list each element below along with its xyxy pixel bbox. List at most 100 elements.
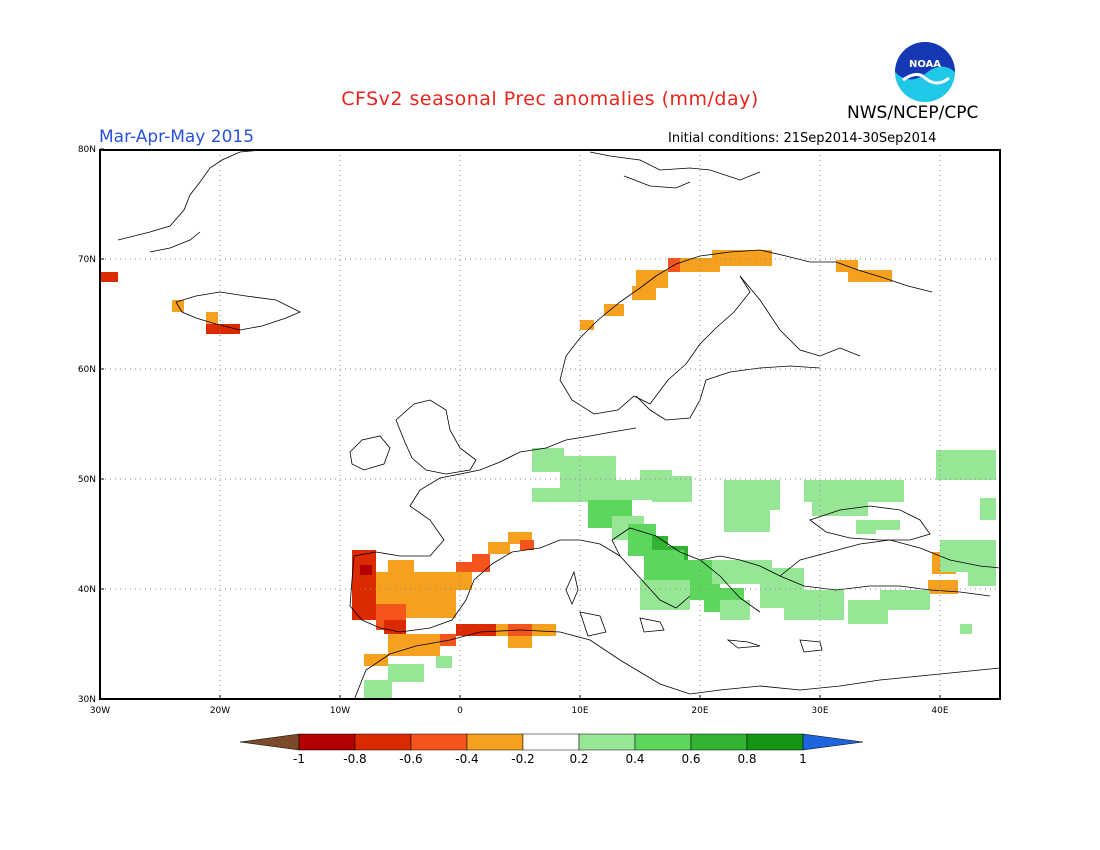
colorbar-label: 0.4 xyxy=(625,752,644,766)
lon-label: 30W xyxy=(90,706,110,716)
coastline xyxy=(175,291,301,331)
anomaly-cell xyxy=(452,572,472,590)
anomaly-cell xyxy=(640,580,690,610)
coastline xyxy=(349,547,541,633)
lon-label: 10E xyxy=(571,706,588,716)
colorbar-segment xyxy=(578,733,636,751)
coastline xyxy=(611,527,761,613)
anomaly-cell xyxy=(100,272,118,282)
initial-conditions-label: Initial conditions: 21Sep2014-30Sep2014 xyxy=(668,131,937,146)
anomaly-cell xyxy=(632,286,656,300)
colorbar-label: -0.2 xyxy=(511,752,534,766)
coastlines xyxy=(117,149,1001,701)
anomaly-cell xyxy=(508,636,532,648)
colorbar-segment xyxy=(354,733,412,751)
coastline xyxy=(117,149,263,241)
coastline xyxy=(799,639,823,653)
coastline xyxy=(349,435,391,471)
coastline xyxy=(565,570,579,606)
colorbar-label: 1 xyxy=(799,752,807,766)
colorbar-label: 0.2 xyxy=(569,752,588,766)
longitude-labels: 30W 20W 10W 0 10E 20E 30E 40E xyxy=(90,695,949,716)
anomaly-cell xyxy=(720,600,750,620)
anomaly-cell xyxy=(352,550,376,568)
coastline xyxy=(635,379,707,421)
coastline xyxy=(739,275,861,357)
colorbar-segment xyxy=(298,733,356,751)
coastline xyxy=(699,555,991,597)
anomaly-cell xyxy=(364,654,388,666)
anomaly-cell xyxy=(532,448,564,472)
colorbar-segment xyxy=(522,733,580,751)
anomaly-cell xyxy=(784,590,844,620)
noaa-logo-icon: NOAA xyxy=(895,42,955,102)
season-label: Mar-Apr-May 2015 xyxy=(99,127,255,147)
coastline xyxy=(809,505,931,541)
anomaly-cell xyxy=(206,312,218,324)
anomaly-cell xyxy=(388,560,414,572)
coastline xyxy=(589,151,761,181)
anomaly-cell xyxy=(384,620,406,634)
anomaly-cell xyxy=(980,498,996,520)
anomaly-cell xyxy=(652,476,692,502)
anomaly-cell xyxy=(388,634,440,656)
coastline xyxy=(395,399,477,475)
anomaly-cell xyxy=(472,554,490,572)
anomaly-cell xyxy=(580,320,594,330)
anomaly-cell xyxy=(206,324,240,334)
colorbar-label: 0.8 xyxy=(737,752,756,766)
colorbar-segment xyxy=(239,733,300,751)
anomaly-cell xyxy=(364,680,392,698)
colorbar-segment xyxy=(746,733,804,751)
anomaly-cell xyxy=(880,590,930,610)
anomaly-cell xyxy=(456,624,498,636)
map-frame xyxy=(99,149,1001,700)
lat-label: 60N xyxy=(78,365,96,375)
colorbar-label: -0.8 xyxy=(343,752,366,766)
anomaly-cell xyxy=(360,565,372,575)
colorbar-segment xyxy=(466,733,524,751)
coastline xyxy=(149,231,201,253)
lon-label: 40E xyxy=(931,706,948,716)
anomaly-cell xyxy=(456,562,472,572)
lat-label: 70N xyxy=(78,255,96,265)
coastline xyxy=(623,175,691,189)
colorbar-segment xyxy=(410,733,468,751)
lon-label: 30E xyxy=(811,706,828,716)
lat-label: 80N xyxy=(78,145,96,155)
coastline xyxy=(499,427,637,463)
coastline xyxy=(726,639,761,649)
anomaly-cell xyxy=(968,572,996,586)
coastline xyxy=(579,611,607,637)
anomaly-cell xyxy=(724,480,780,510)
anomaly-cell xyxy=(712,250,772,266)
anomaly-cell xyxy=(388,664,424,682)
anomaly-cell xyxy=(960,624,972,634)
colorbar-label: -0.6 xyxy=(399,752,422,766)
coastline xyxy=(559,275,751,415)
colorbar-segment xyxy=(634,733,692,751)
lat-label: 30N xyxy=(78,695,96,705)
latitude-labels: 80N 70N 60N 50N 40N 30N xyxy=(78,145,104,705)
anomaly-cell xyxy=(940,540,996,572)
anomaly-cell xyxy=(856,520,876,534)
logo-text: NOAA xyxy=(909,59,941,70)
lon-label: 20W xyxy=(210,706,230,716)
anomaly-cell xyxy=(876,520,900,530)
coastline xyxy=(353,629,1001,701)
gridlines xyxy=(100,150,1000,699)
lon-label: 10W xyxy=(330,706,350,716)
anomaly-cell xyxy=(604,304,624,316)
anomaly-cell xyxy=(812,500,868,516)
lon-label: 0 xyxy=(457,706,463,716)
coastline xyxy=(353,461,501,557)
colorbar-label: -1 xyxy=(293,752,305,766)
colorbar-segment xyxy=(690,733,748,751)
agency-label: NWS/NCEP/CPC xyxy=(847,103,979,123)
lat-label: 40N xyxy=(78,585,96,595)
anomaly-cell xyxy=(724,510,770,532)
anomaly-cell xyxy=(520,540,534,550)
colorbar-segment xyxy=(802,733,864,751)
colorbar-label: 0.6 xyxy=(681,752,700,766)
